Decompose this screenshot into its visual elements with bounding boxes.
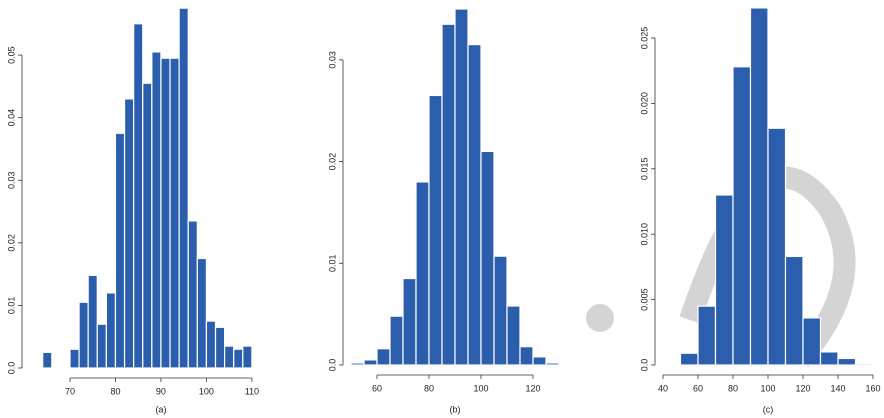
- bar: [242, 345, 253, 369]
- bar: [532, 356, 547, 366]
- panel-caption: (c): [763, 404, 774, 414]
- bar: [784, 255, 804, 366]
- bar: [802, 317, 822, 366]
- x-tick-label: 80: [424, 383, 434, 393]
- y-tick-label: 0.02: [327, 153, 337, 171]
- bar: [69, 348, 80, 369]
- y-tick-label: 0.010: [639, 223, 649, 246]
- x-tick-label: 80: [110, 386, 120, 396]
- bar: [837, 357, 857, 366]
- bar: [196, 257, 208, 369]
- y-tick-label: 0.01: [6, 297, 16, 315]
- x-tick-label: 120: [525, 383, 540, 393]
- bar: [214, 326, 226, 369]
- bar: [169, 57, 180, 369]
- y-tick-label: 0.020: [639, 92, 649, 115]
- bar: [42, 351, 53, 369]
- x-tick-label: 110: [245, 386, 259, 396]
- y-tick-label: 0.03: [327, 51, 337, 69]
- bar: [441, 23, 456, 366]
- y-tick-label: 0.01: [327, 255, 337, 273]
- bar: [151, 51, 162, 369]
- bar: [697, 305, 717, 366]
- bar: [205, 320, 217, 369]
- y-tick-label: 0.03: [6, 171, 16, 189]
- bar: [767, 127, 787, 366]
- y-tick-label: 0.025: [639, 27, 649, 50]
- bar: [233, 348, 244, 369]
- y-tick-label: 0.0: [639, 359, 649, 372]
- bar: [187, 220, 198, 369]
- y-tick-label: 0.04: [6, 109, 16, 127]
- bar: [454, 8, 469, 366]
- x-tick-label: 100: [199, 386, 214, 396]
- y-tick-label: 0.02: [6, 234, 16, 252]
- bar: [493, 255, 508, 366]
- x-tick-label: 40: [658, 383, 668, 393]
- y-tick-label: 0.015: [639, 158, 649, 181]
- y-tick-label: 0.0: [6, 362, 16, 375]
- bar: [160, 57, 171, 369]
- bar: [714, 194, 734, 366]
- bar: [506, 305, 521, 366]
- bar: [133, 23, 144, 369]
- bar: [78, 301, 89, 369]
- bar: [679, 352, 699, 366]
- y-tick-label: 0.05: [6, 46, 16, 64]
- bar: [749, 7, 769, 366]
- bar: [87, 274, 98, 369]
- bar: [732, 66, 752, 366]
- bar: [123, 98, 135, 369]
- x-tick-label: 60: [693, 383, 703, 393]
- bar: [363, 359, 378, 366]
- bar: [415, 181, 430, 366]
- x-tick-label: 80: [728, 383, 738, 393]
- x-tick-label: 60: [372, 383, 382, 393]
- bar: [178, 7, 189, 369]
- x-tick-label: 120: [795, 383, 810, 393]
- bar: [114, 132, 126, 369]
- bar: [467, 43, 482, 366]
- bar: [545, 362, 560, 366]
- x-tick-label: 160: [865, 383, 880, 393]
- bar: [480, 150, 495, 366]
- bar: [224, 345, 235, 369]
- x-tick-label: 100: [760, 383, 775, 393]
- y-tick-label: 0.005: [639, 288, 649, 311]
- bar: [350, 362, 365, 366]
- bar: [854, 363, 874, 366]
- panel-caption: (b): [450, 404, 461, 414]
- watermark-dot: [586, 304, 614, 332]
- bar: [402, 277, 417, 366]
- panel-caption: (a): [155, 404, 166, 414]
- x-tick-label: 140: [830, 383, 845, 393]
- y-tick-label: 0.0: [327, 359, 337, 372]
- bar: [142, 82, 153, 369]
- x-tick-label: 100: [473, 383, 488, 393]
- bar: [96, 323, 107, 369]
- bar: [105, 292, 117, 369]
- bar: [376, 348, 391, 366]
- bar: [819, 351, 839, 366]
- bar: [389, 315, 404, 366]
- x-tick-label: 70: [65, 386, 75, 396]
- bar: [519, 346, 534, 366]
- bar: [428, 94, 443, 366]
- x-tick-label: 90: [156, 386, 166, 396]
